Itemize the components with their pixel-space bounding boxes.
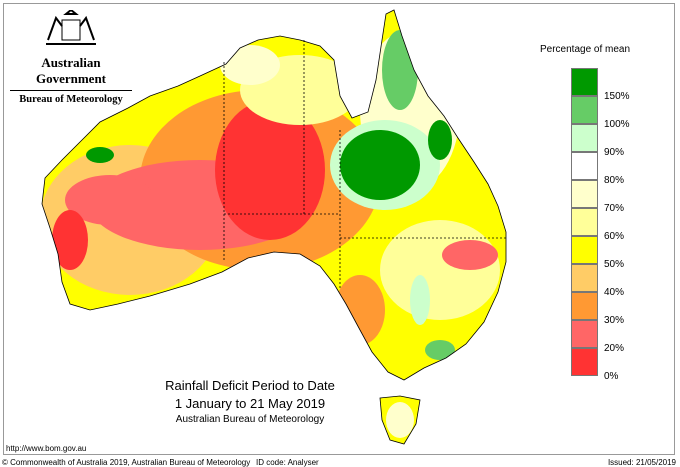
legend-label: 90% [604, 147, 625, 158]
map-frame [3, 3, 675, 455]
legend-swatch [571, 348, 598, 376]
legend-label: 100% [604, 119, 630, 130]
map-source: Australian Bureau of Meteorology [175, 414, 325, 425]
legend-label: 50% [604, 259, 625, 270]
map-period: 1 January to 21 May 2019 [174, 396, 326, 411]
legend-swatch [571, 320, 598, 348]
coat-of-arms-icon [46, 8, 96, 45]
legend-label: 20% [604, 343, 625, 354]
issued-date: Issued: 21/05/2019 [607, 458, 676, 467]
australia-coastline [41, 9, 507, 381]
legend-label: 80% [604, 175, 625, 186]
legend-label: 0% [604, 371, 619, 382]
state-borders [223, 40, 506, 290]
legend-label: 150% [604, 91, 630, 102]
legend-swatch [571, 292, 598, 320]
legend-label: 70% [604, 203, 625, 214]
legend-swatch [571, 152, 598, 180]
copyright: © Commonwealth of Australia 2019, Austra… [2, 458, 251, 467]
legend-swatch [571, 124, 598, 152]
legend-swatch [571, 180, 598, 208]
legend-label: 40% [604, 287, 625, 298]
map-title: Rainfall Deficit Period to Date [165, 378, 335, 393]
legend-swatch [571, 96, 598, 124]
government-name: Australian Government [35, 55, 107, 86]
bom-url[interactable]: http://www.bom.gov.au [6, 444, 87, 453]
legend-title: Percentage of mean [540, 44, 631, 55]
bureau-name: Bureau of Meteorology [10, 90, 132, 105]
legend-swatch [571, 236, 598, 264]
legend-label: 60% [604, 231, 625, 242]
legend-swatch [571, 264, 598, 292]
government-logo: Australian Government Bureau of Meteorol… [10, 8, 132, 105]
legend-swatch [571, 208, 598, 236]
tasmania-coastline [379, 395, 421, 445]
legend-swatch [571, 68, 598, 96]
id-code: ID code: Analyser [256, 458, 319, 467]
legend-label: 30% [604, 315, 625, 326]
